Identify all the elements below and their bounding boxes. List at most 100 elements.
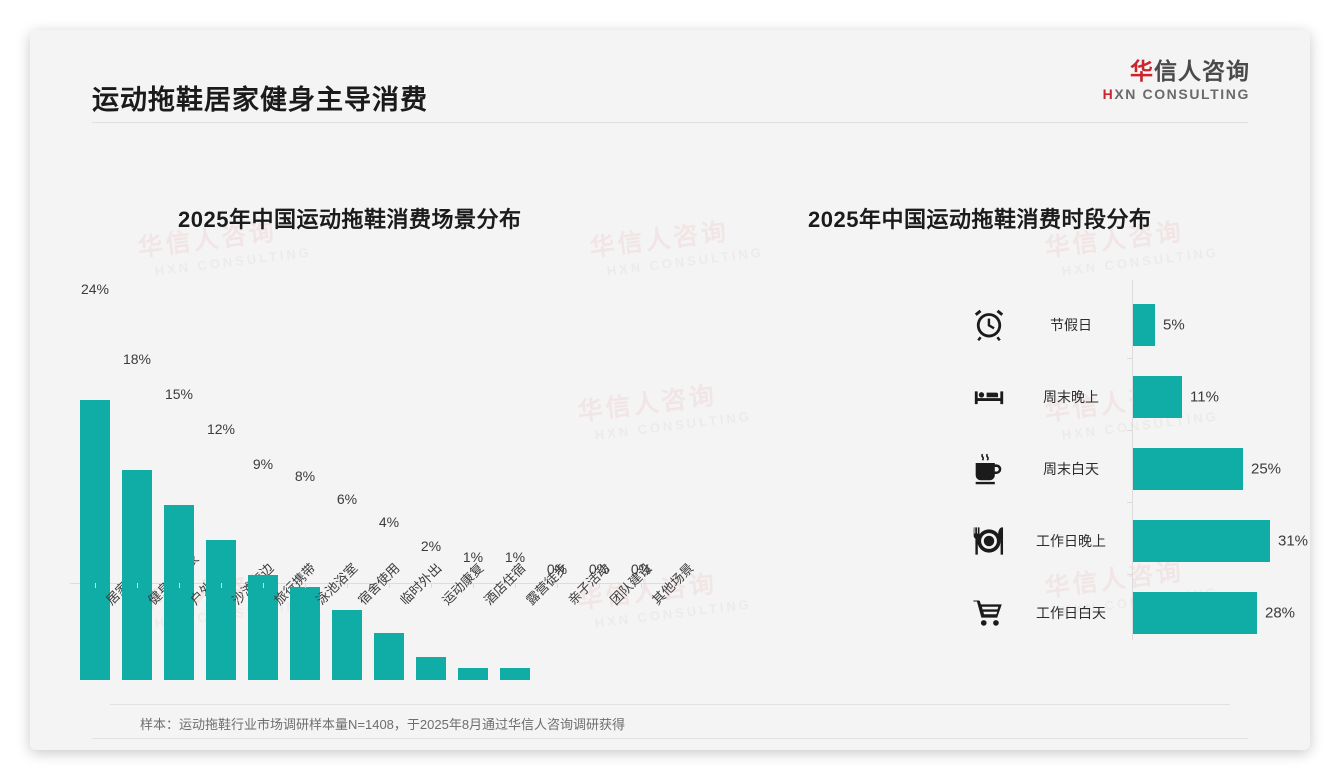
watermark-english: HXN CONSULTING: [605, 244, 765, 279]
bar[interactable]: [1133, 592, 1257, 634]
brand-logo: 华信人咨询 HXN CONSULTING: [1103, 58, 1250, 102]
right-chart-title: 2025年中国运动拖鞋消费时段分布: [808, 207, 1152, 232]
dining-plate-icon: [972, 524, 1006, 558]
bar[interactable]: [206, 540, 236, 680]
axis-tick: [431, 583, 432, 588]
coffee-cup-icon: [972, 452, 1006, 486]
bar-value-label: 5%: [1163, 316, 1185, 334]
timeslot-row[interactable]: 周末白天 25%: [930, 436, 1290, 502]
bar[interactable]: [164, 505, 194, 680]
bar-column[interactable]: [200, 377, 242, 680]
bar-value-label: 15%: [164, 386, 194, 402]
axis-tick: [641, 583, 642, 588]
bar-value-label: 0%: [630, 561, 652, 577]
bar-value-label: 12%: [206, 421, 236, 437]
axis-tick: [515, 583, 516, 588]
brand-logo-en-rest: XN CONSULTING: [1114, 86, 1250, 103]
brand-logo-cn-first: 华: [1130, 58, 1154, 84]
bar-value-label: 31%: [1278, 532, 1309, 550]
bar-column[interactable]: [326, 377, 368, 680]
brand-logo-chinese: 华信人咨询: [1103, 58, 1250, 84]
bar-value-label: 1%: [504, 549, 526, 565]
bar[interactable]: [1133, 376, 1182, 418]
timeslot-row[interactable]: 周末晚上 11%: [930, 364, 1290, 430]
bar[interactable]: [290, 587, 320, 680]
bar-column[interactable]: [452, 377, 494, 680]
bar-value-label: 0%: [546, 561, 568, 577]
watermark-chinese: 华信人咨询: [588, 217, 731, 263]
bar-column[interactable]: [74, 377, 116, 680]
bar-value-label: 24%: [80, 281, 110, 297]
bar-column[interactable]: [242, 377, 284, 680]
bar-value-label: 6%: [336, 491, 358, 507]
bar[interactable]: [332, 610, 362, 680]
bar-column[interactable]: [284, 377, 326, 680]
website-link[interactable]: www.hxrcon.com: [1128, 748, 1226, 750]
bar[interactable]: [80, 400, 110, 680]
axis-tick: [389, 583, 390, 588]
right-chart-y-axis: [1132, 280, 1133, 640]
slide-card: 运动拖鞋居家健身主导消费 华信人咨询 HXN CONSULTING 华信人咨询 H…: [30, 30, 1310, 750]
axis-tick: [1127, 358, 1133, 359]
bar[interactable]: [1133, 448, 1243, 490]
axis-tick: [473, 583, 474, 588]
bed-icon: [972, 380, 1006, 414]
bar-value-label: 9%: [252, 456, 274, 472]
bar[interactable]: [1133, 520, 1270, 562]
bar-value-label: 8%: [294, 468, 316, 484]
axis-tick: [1127, 574, 1133, 575]
bar[interactable]: [416, 657, 446, 680]
copyright-text: ©2025.10 HXR华信人咨询: [134, 748, 287, 750]
axis-tick: [137, 583, 138, 588]
bar[interactable]: [458, 668, 488, 680]
slide-header: 运动拖鞋居家健身主导消费 华信人咨询 HXN CONSULTING: [30, 30, 1310, 123]
axis-tick: [1127, 502, 1133, 503]
timeslot-row[interactable]: 工作日白天 28%: [930, 580, 1295, 646]
bar-column[interactable]: [116, 377, 158, 680]
footnote-divider: [110, 704, 1230, 705]
timeslot-row[interactable]: 节假日 5%: [930, 292, 1290, 358]
axis-tick: [221, 583, 222, 588]
bar-column[interactable]: [368, 377, 410, 680]
alarm-clock-icon: [972, 308, 1006, 342]
timeslot-label: 工作日晚上: [1036, 533, 1106, 549]
bar-column[interactable]: [494, 377, 536, 680]
watermark-english: HXN CONSULTING: [1060, 244, 1220, 279]
axis-tick: [305, 583, 306, 588]
brand-logo-en-first: H: [1102, 86, 1115, 103]
left-chart-title: 2025年中国运动拖鞋消费场景分布: [178, 207, 522, 232]
brand-logo-english: HXN CONSULTING: [1103, 86, 1250, 102]
bar-column[interactable]: [620, 377, 662, 680]
axis-tick: [347, 583, 348, 588]
axis-tick: [1127, 430, 1133, 431]
bar-column[interactable]: [536, 377, 578, 680]
bar-value-label: 1%: [462, 549, 484, 565]
timeslot-row[interactable]: 工作日晚上 31%: [930, 508, 1308, 574]
timeslot-label: 工作日白天: [1036, 605, 1106, 621]
consumption-timeslot-bar-chart: 节假日 5% 周末晚上 11% 周末白天 25% 工作日晚上 31% 工作日白天 28%: [930, 280, 1308, 660]
bar[interactable]: [500, 668, 530, 680]
axis-tick: [599, 583, 600, 588]
bar-value-label: 11%: [1190, 388, 1219, 406]
header-divider: [92, 122, 1248, 123]
timeslot-label: 周末晚上: [1043, 389, 1099, 405]
bar-column[interactable]: [410, 377, 452, 680]
brand-logo-cn-rest: 信人咨询: [1154, 58, 1250, 84]
bar-value-label: 4%: [378, 514, 400, 530]
bar[interactable]: [1133, 304, 1155, 346]
bar-value-label: 2%: [420, 538, 442, 554]
bar-value-label: 18%: [122, 351, 152, 367]
axis-tick: [95, 583, 96, 588]
footer-divider: [92, 738, 1248, 739]
bar[interactable]: [374, 633, 404, 680]
bar-column[interactable]: [158, 377, 200, 680]
bar-value-label: 0%: [588, 561, 610, 577]
bar-column[interactable]: [578, 377, 620, 680]
bar-value-label: 28%: [1265, 604, 1296, 622]
axis-tick: [263, 583, 264, 588]
axis-tick: [179, 583, 180, 588]
bar[interactable]: [248, 575, 278, 680]
timeslot-label: 节假日: [1050, 317, 1092, 333]
bar[interactable]: [122, 470, 152, 680]
